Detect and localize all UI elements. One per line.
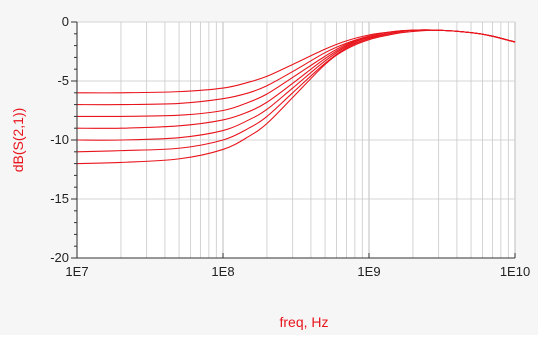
x-axis-title: freq, Hz bbox=[279, 314, 328, 330]
x-tick-label: 1E10 bbox=[500, 264, 530, 279]
series-group bbox=[76, 29, 516, 165]
y-axis-title: dB(S(2,1)) bbox=[10, 108, 26, 173]
axes bbox=[71, 21, 516, 259]
series-line-7 bbox=[76, 29, 516, 165]
x-tick-label: 1E9 bbox=[357, 264, 380, 279]
y-tick-label: -5 bbox=[57, 73, 69, 88]
x-tick-label: 1E7 bbox=[65, 264, 88, 279]
x-tick-label: 1E8 bbox=[211, 264, 234, 279]
y-tick-label: -10 bbox=[50, 132, 69, 147]
y-tick-label: -15 bbox=[50, 191, 69, 206]
y-tick-label: -20 bbox=[50, 250, 69, 265]
y-tick-label: 0 bbox=[62, 14, 69, 29]
tick-labels: 1E7 1E8 1E9 1E10 0 -5 -10 -15 -20 bbox=[50, 14, 530, 279]
